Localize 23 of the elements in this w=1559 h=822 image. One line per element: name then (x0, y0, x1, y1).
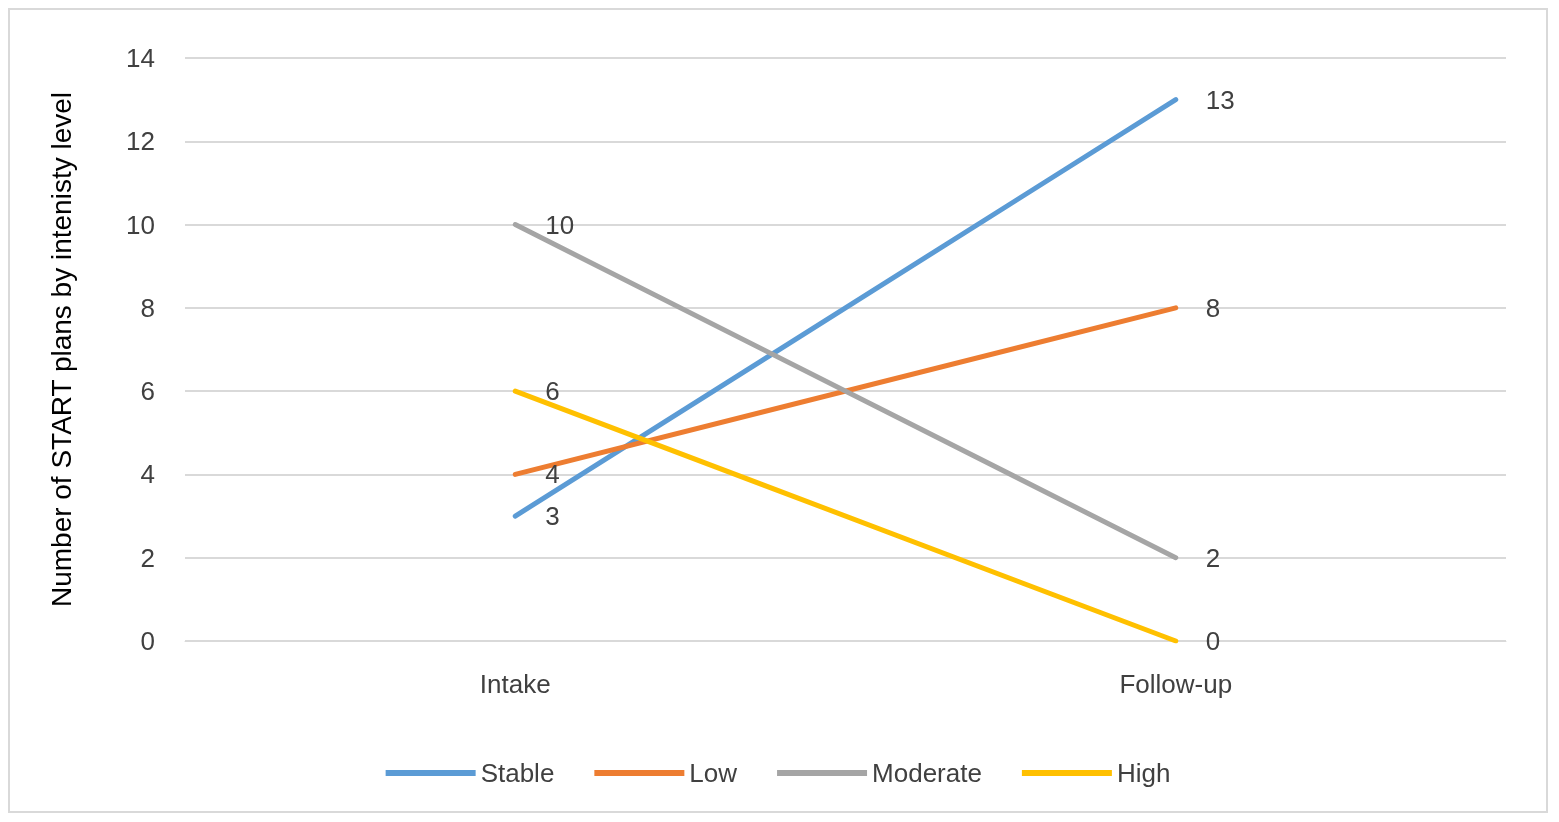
legend-label: Stable (480, 758, 555, 788)
data-label: 0 (1205, 626, 1221, 656)
data-label: 6 (545, 376, 560, 407)
y-tick-label: 6 (140, 376, 155, 407)
y-tick-label: 0 (140, 626, 155, 656)
data-label: 13 (1205, 84, 1235, 115)
y-tick-label: 4 (140, 459, 155, 490)
data-label: 4 (545, 459, 560, 490)
legend-label: High (1116, 758, 1171, 788)
legend-label: Moderate (872, 758, 982, 788)
y-tick-label: 2 (140, 542, 155, 573)
data-label: 8 (1205, 292, 1221, 323)
y-tick-label: 8 (140, 292, 155, 323)
y-tick-label: 12 (126, 126, 155, 157)
legend-label: Low (689, 758, 738, 788)
data-label: 3 (545, 501, 560, 532)
x-tick-label: Follow-up (1119, 669, 1233, 699)
data-label: 10 (545, 209, 575, 240)
y-tick-label: 14 (126, 43, 155, 73)
y-axis-title: Number of START plans by intenisty level (45, 91, 77, 608)
data-label: 2 (1205, 542, 1221, 573)
y-tick-label: 10 (126, 209, 155, 240)
x-tick-label: Intake (479, 669, 551, 699)
